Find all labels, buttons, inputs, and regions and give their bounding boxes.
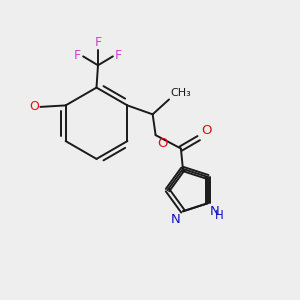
Text: O: O — [201, 124, 211, 136]
Text: N: N — [210, 205, 220, 218]
Text: F: F — [94, 36, 101, 49]
Text: O: O — [158, 136, 168, 150]
Text: O: O — [29, 100, 39, 113]
Text: H: H — [215, 209, 224, 222]
Text: CH₃: CH₃ — [170, 88, 191, 98]
Text: N: N — [171, 213, 181, 226]
Text: F: F — [115, 49, 122, 62]
Text: F: F — [74, 49, 81, 62]
